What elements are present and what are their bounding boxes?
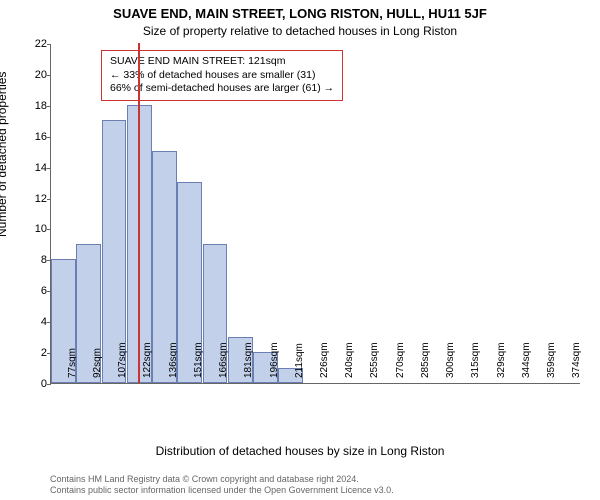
footer-line: Contains public sector information licen… (50, 485, 394, 496)
x-tick-label: 300sqm (445, 342, 456, 378)
annotation-line: SUAVE END MAIN STREET: 121sqm (110, 55, 334, 69)
x-tick-label: 344sqm (521, 342, 532, 378)
annotation-line: ← 33% of detached houses are smaller (31… (110, 69, 334, 83)
chart-subtitle: Size of property relative to detached ho… (0, 24, 600, 38)
chart-title: SUAVE END, MAIN STREET, LONG RISTON, HUL… (0, 6, 600, 21)
annotation-box: SUAVE END MAIN STREET: 121sqm ← 33% of d… (101, 50, 343, 101)
plot-area: SUAVE END MAIN STREET: 121sqm ← 33% of d… (50, 44, 580, 384)
y-tick-label: 0 (19, 378, 47, 390)
y-tick-label: 16 (19, 131, 47, 143)
x-tick-label: 315sqm (470, 342, 481, 378)
x-tick-label: 359sqm (546, 342, 557, 378)
x-tick-label: 270sqm (395, 342, 406, 378)
x-tick-label: 211sqm (294, 343, 305, 378)
x-tick-label: 226sqm (319, 342, 330, 378)
y-tick-label: 12 (19, 193, 47, 205)
annotation-line: 66% of semi-detached houses are larger (… (110, 82, 334, 96)
y-tick-label: 4 (19, 316, 47, 328)
y-tick-label: 10 (19, 223, 47, 235)
reference-line (138, 43, 140, 383)
y-tick-label: 20 (19, 69, 47, 81)
x-tick-label: 285sqm (420, 342, 431, 378)
footer-line: Contains HM Land Registry data © Crown c… (50, 474, 394, 485)
y-axis-label: Number of detached properties (0, 72, 9, 237)
y-tick-label: 6 (19, 285, 47, 297)
x-tick-label: 255sqm (369, 342, 380, 378)
x-tick-label: 329sqm (496, 342, 507, 378)
y-tick-label: 14 (19, 162, 47, 174)
y-tick-label: 22 (19, 38, 47, 50)
footer-text: Contains HM Land Registry data © Crown c… (50, 474, 394, 496)
x-tick-label: 374sqm (571, 342, 582, 378)
y-tick-label: 2 (19, 347, 47, 359)
x-axis-label: Distribution of detached houses by size … (0, 444, 600, 458)
y-tick-label: 18 (19, 100, 47, 112)
y-tick-label: 8 (19, 254, 47, 266)
x-tick-label: 240sqm (344, 342, 355, 378)
